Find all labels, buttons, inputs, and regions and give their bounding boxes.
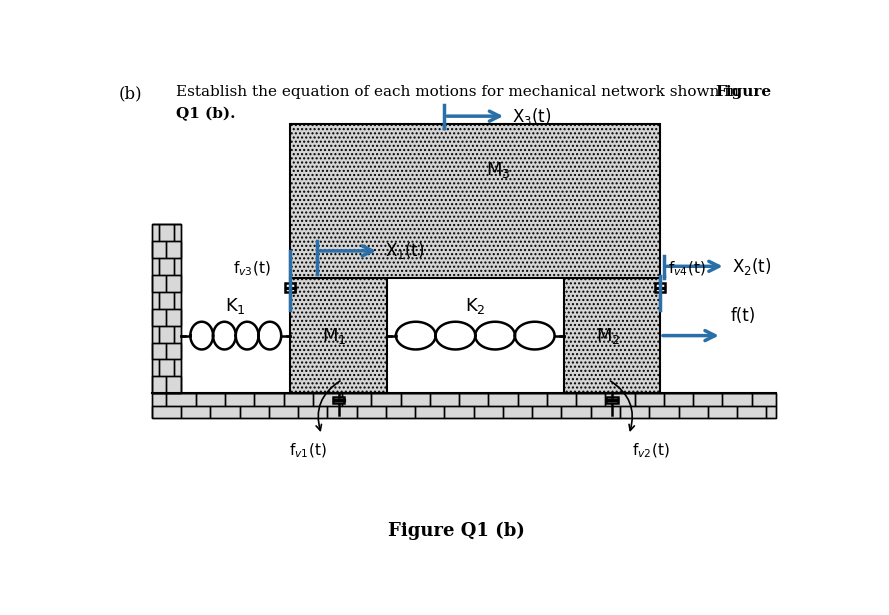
Bar xyxy=(285,283,295,292)
Bar xyxy=(664,394,693,406)
Bar xyxy=(429,394,459,406)
Bar xyxy=(173,360,181,376)
Bar xyxy=(181,406,211,418)
Bar xyxy=(152,394,166,406)
Bar xyxy=(386,406,415,418)
Bar xyxy=(591,406,620,418)
Bar xyxy=(752,394,775,406)
Bar xyxy=(152,292,159,309)
Bar xyxy=(173,325,181,343)
Bar xyxy=(152,360,159,376)
Text: f$_{v4}$(t): f$_{v4}$(t) xyxy=(669,260,706,278)
Bar xyxy=(635,394,664,406)
Text: M$_3$: M$_3$ xyxy=(486,160,510,180)
Bar xyxy=(620,406,649,418)
Bar xyxy=(547,394,576,406)
Text: M$_1$: M$_1$ xyxy=(323,325,347,346)
Bar xyxy=(678,406,708,418)
Bar xyxy=(159,292,173,309)
Bar xyxy=(166,394,196,406)
Bar xyxy=(533,406,562,418)
Text: f$_{v3}$(t): f$_{v3}$(t) xyxy=(233,260,271,278)
Bar xyxy=(152,376,166,394)
Bar xyxy=(766,406,775,418)
Bar xyxy=(166,343,181,360)
Bar xyxy=(356,406,386,418)
Bar xyxy=(737,406,766,418)
Bar xyxy=(152,224,181,394)
Bar xyxy=(173,292,181,309)
Bar xyxy=(503,406,533,418)
Bar xyxy=(342,394,372,406)
Text: X$_3$(t): X$_3$(t) xyxy=(512,106,552,127)
Text: K$_2$: K$_2$ xyxy=(465,296,485,316)
Bar xyxy=(254,394,284,406)
Bar xyxy=(488,394,517,406)
Bar xyxy=(284,394,313,406)
Bar xyxy=(401,394,429,406)
Bar xyxy=(173,224,181,241)
Bar xyxy=(708,406,737,418)
Bar xyxy=(152,406,181,418)
Bar xyxy=(173,258,181,275)
Bar xyxy=(152,309,166,325)
Bar xyxy=(332,397,344,403)
Bar xyxy=(576,394,605,406)
Text: f(t): f(t) xyxy=(731,308,757,325)
Bar xyxy=(291,124,660,278)
Bar xyxy=(517,394,547,406)
Text: Figure: Figure xyxy=(716,85,772,100)
Bar xyxy=(723,394,752,406)
Bar xyxy=(166,241,181,258)
Text: Figure Q1 (b): Figure Q1 (b) xyxy=(388,522,525,539)
Bar xyxy=(211,406,240,418)
Bar xyxy=(298,406,327,418)
Bar xyxy=(649,406,678,418)
Bar xyxy=(152,241,166,258)
Bar xyxy=(152,343,166,360)
Bar xyxy=(415,406,444,418)
Text: (b): (b) xyxy=(119,85,142,102)
Bar xyxy=(444,406,474,418)
Bar xyxy=(459,394,488,406)
Bar xyxy=(152,258,159,275)
Bar xyxy=(268,406,298,418)
Bar xyxy=(166,309,181,325)
Bar xyxy=(152,224,159,241)
Text: K$_1$: K$_1$ xyxy=(225,296,246,316)
Bar xyxy=(474,406,503,418)
Bar xyxy=(605,394,635,406)
Text: Q1 (b).: Q1 (b). xyxy=(177,107,236,121)
Bar xyxy=(166,376,181,394)
Bar xyxy=(240,406,268,418)
Bar xyxy=(159,224,173,241)
Bar xyxy=(655,283,665,292)
Bar xyxy=(152,325,159,343)
Text: f$_{v2}$(t): f$_{v2}$(t) xyxy=(631,441,669,459)
Text: Establish the equation of each motions for mechanical network shown in: Establish the equation of each motions f… xyxy=(177,85,744,100)
Text: f$_{v1}$(t): f$_{v1}$(t) xyxy=(289,441,326,459)
Bar xyxy=(152,275,166,292)
Text: M$_2$: M$_2$ xyxy=(596,325,621,346)
Bar xyxy=(159,258,173,275)
Bar xyxy=(159,360,173,376)
Bar xyxy=(159,325,173,343)
Bar xyxy=(606,397,618,403)
Text: X$_2$(t): X$_2$(t) xyxy=(732,256,772,277)
Bar xyxy=(327,406,356,418)
Bar xyxy=(313,394,342,406)
Bar xyxy=(166,275,181,292)
Bar xyxy=(225,394,254,406)
Bar xyxy=(372,394,401,406)
Bar xyxy=(564,278,660,394)
Text: X$_1$(t): X$_1$(t) xyxy=(385,240,425,261)
Bar xyxy=(693,394,723,406)
Bar xyxy=(196,394,225,406)
Bar xyxy=(291,278,387,394)
Bar xyxy=(562,406,591,418)
Bar xyxy=(152,394,775,418)
